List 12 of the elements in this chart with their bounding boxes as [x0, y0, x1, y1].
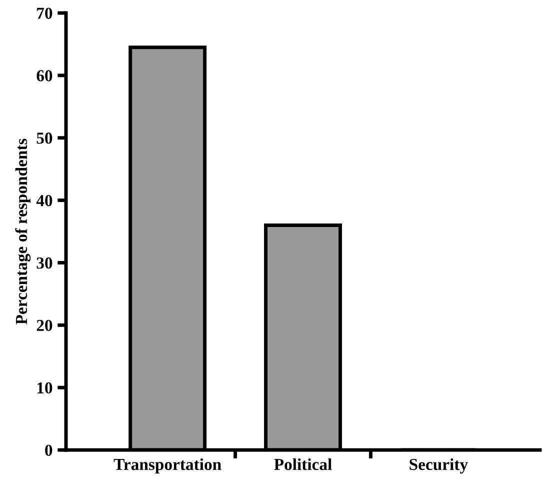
y-tick-label: 70 — [37, 8, 52, 19]
x-tick-label: Security — [410, 458, 468, 474]
y-tick-label: 50 — [36, 132, 52, 144]
y-tick-label: 60 — [36, 70, 52, 82]
y-tick-label: 0 — [45, 444, 52, 456]
y-tick-label: 10 — [37, 382, 52, 394]
y-tick-label: 40 — [36, 194, 52, 206]
y-tick-label: 30 — [36, 257, 52, 269]
y-axis-title: Percentage of respondents — [15, 138, 31, 324]
x-tick-label: Transportation — [114, 458, 222, 474]
y-tick-label: 20 — [36, 320, 52, 332]
x-tick-label: Political — [274, 458, 332, 470]
